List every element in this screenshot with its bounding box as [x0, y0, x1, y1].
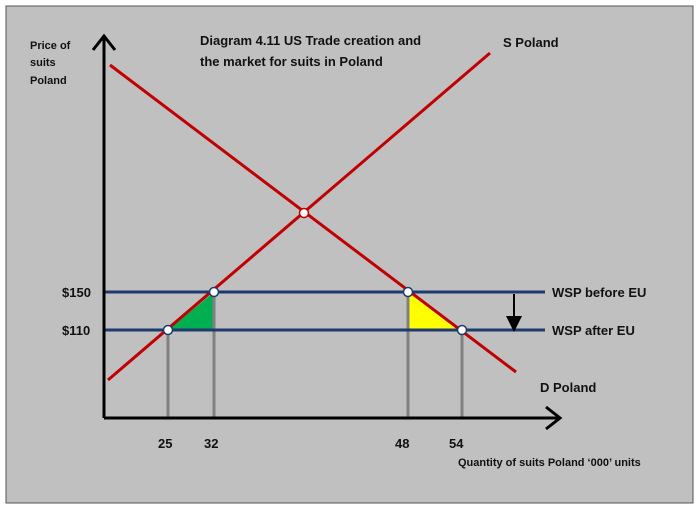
y-axis-label-line-3: Poland	[30, 75, 67, 87]
x-axis-label: Quantity of suits Poland ‘000’ units	[458, 457, 641, 469]
supply-wsp-before-point	[208, 286, 220, 298]
wsp-before-label: WSP before EU	[552, 285, 646, 300]
y-axis-label-line-2: suits	[30, 57, 56, 69]
quantity-tick-32: 32	[204, 436, 218, 451]
supply-label: S Poland	[503, 35, 559, 50]
y-axis-label-line-1: Price of	[30, 40, 71, 52]
x-axis-arrowhead	[545, 405, 563, 431]
diagram-title-line-1: Diagram 4.11 US Trade creation and	[200, 33, 421, 48]
background-panel	[5, 5, 694, 504]
demand-wsp-after-point	[456, 324, 468, 336]
price-tick-150: $150	[62, 285, 91, 300]
quantity-tick-48: 48	[395, 436, 409, 451]
demand-wsp-before-point	[402, 286, 414, 298]
price-tick-110: $110	[62, 323, 90, 338]
wsp-after-label: WSP after EU	[552, 323, 635, 338]
supply-wsp-after-point	[162, 324, 174, 336]
y-axis-arrowhead	[91, 33, 117, 51]
diagram-title-line-2: the market for suits in Poland	[200, 54, 383, 69]
demand-curve	[109, 63, 517, 374]
quantity-tick-25: 25	[158, 436, 172, 451]
supply-curve	[107, 51, 491, 382]
demand-label: D Poland	[540, 380, 596, 395]
quantity-tick-54: 54	[449, 436, 464, 451]
equilibrium-point	[298, 207, 310, 219]
